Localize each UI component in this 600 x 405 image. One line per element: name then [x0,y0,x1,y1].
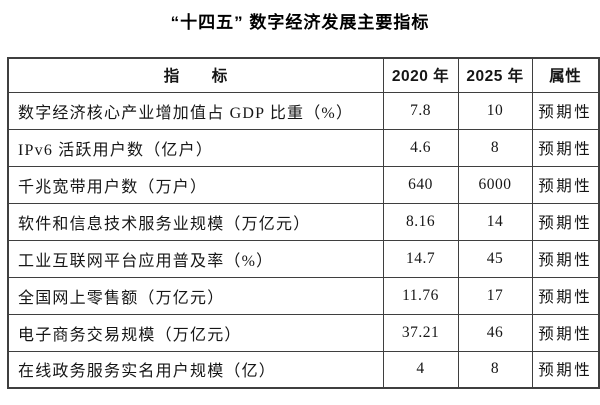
value-2025-cell: 6000 [457,165,533,204]
table-row: 全国网上零售额（万亿元） 11.76 17 预期性 [7,276,600,315]
value-2020-cell: 11.76 [382,276,459,315]
value-2025-cell: 17 [457,276,533,315]
column-header-2025: 2025 年 [457,57,533,93]
table-row: IPv6 活跃用户数（亿户） 4.6 8 预期性 [7,128,600,167]
column-header-attr: 属性 [531,57,600,93]
column-header-2020: 2020 年 [382,57,459,93]
table-row: 数字经济核心产业增加值占 GDP 比重（%） 7.8 10 预期性 [7,91,600,130]
attribute-cell: 预期性 [531,165,600,204]
indicator-table: 指 标 2020 年 2025 年 属性 数字经济核心产业增加值占 GDP 比重… [7,57,600,389]
indicator-cell: 在线政务服务实名用户规模（亿） [7,350,384,389]
indicator-cell: 工业互联网平台应用普及率（%） [7,239,384,278]
attribute-cell: 预期性 [531,239,600,278]
value-2020-cell: 14.7 [382,239,459,278]
indicator-cell: IPv6 活跃用户数（亿户） [7,128,384,167]
value-2025-cell: 45 [457,239,533,278]
table-row: 在线政务服务实名用户规模（亿） 4 8 预期性 [7,350,600,389]
page-title: “十四五” 数字经济发展主要指标 [170,13,430,32]
attribute-cell: 预期性 [531,91,600,130]
indicator-cell: 千兆宽带用户数（万户） [7,165,384,204]
column-header-indicator: 指 标 [7,57,384,93]
value-2020-cell: 4.6 [382,128,459,167]
value-2025-cell: 14 [457,202,533,241]
attribute-cell: 预期性 [531,128,600,167]
value-2020-cell: 8.16 [382,202,459,241]
value-2020-cell: 7.8 [382,91,459,130]
attribute-cell: 预期性 [531,202,600,241]
value-2025-cell: 8 [457,350,533,389]
table-row: 软件和信息技术服务业规模（万亿元） 8.16 14 预期性 [7,202,600,241]
table-row: 千兆宽带用户数（万户） 640 6000 预期性 [7,165,600,204]
indicator-cell: 全国网上零售额（万亿元） [7,276,384,315]
value-2020-cell: 640 [382,165,459,204]
table-body: 数字经济核心产业增加值占 GDP 比重（%） 7.8 10 预期性 IPv6 活跃用户数… [7,91,600,389]
value-2025-cell: 46 [457,313,533,352]
indicator-cell: 电子商务交易规模（万亿元） [7,313,384,352]
table-row: 工业互联网平台应用普及率（%） 14.7 45 预期性 [7,239,600,278]
table-header: 指 标 2020 年 2025 年 属性 [7,57,600,93]
value-2025-cell: 8 [457,128,533,167]
value-2020-cell: 4 [382,350,459,389]
indicator-cell: 数字经济核心产业增加值占 GDP 比重（%） [7,91,384,130]
value-2020-cell: 37.21 [382,313,459,352]
attribute-cell: 预期性 [531,276,600,315]
indicator-cell: 软件和信息技术服务业规模（万亿元） [7,202,384,241]
table-header-row: 指 标 2020 年 2025 年 属性 [7,57,600,93]
attribute-cell: 预期性 [531,350,600,389]
table-row: 电子商务交易规模（万亿元） 37.21 46 预期性 [7,313,600,352]
value-2025-cell: 10 [457,91,533,130]
attribute-cell: 预期性 [531,313,600,352]
